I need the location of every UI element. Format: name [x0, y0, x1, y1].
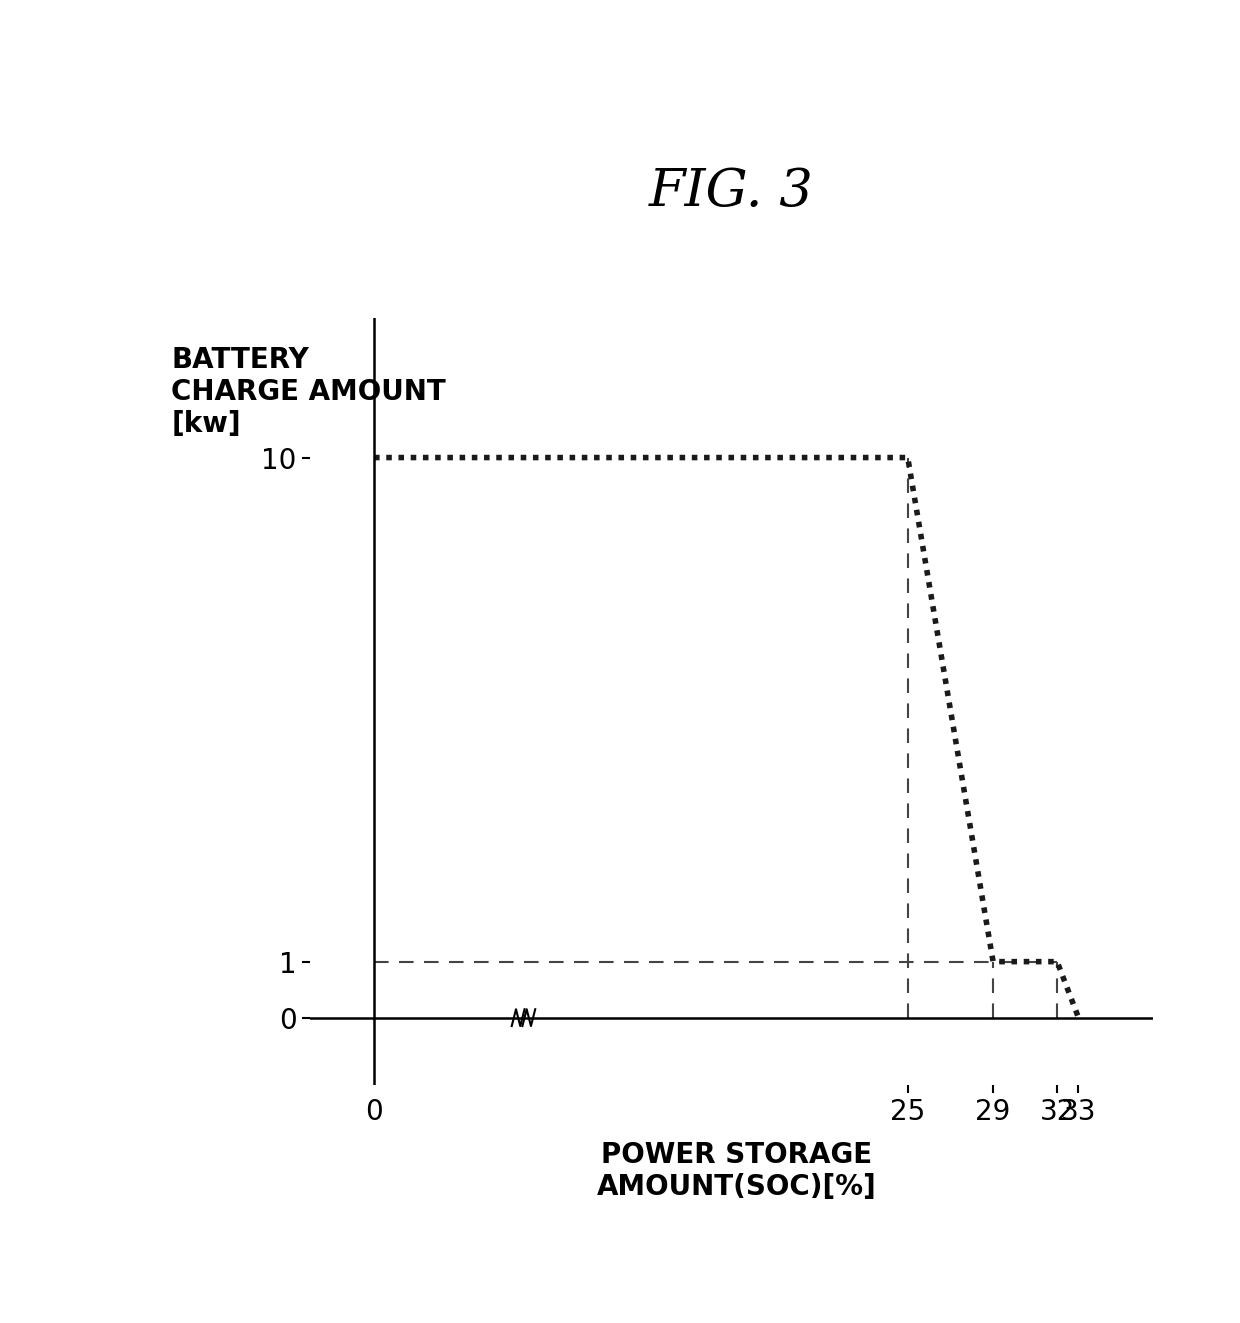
Title: FIG. 3: FIG. 3: [650, 167, 813, 217]
Text: BATTERY
CHARGE AMOUNT
[kw]: BATTERY CHARGE AMOUNT [kw]: [171, 345, 446, 438]
Text: POWER STORAGE
AMOUNT(SOC)[%]: POWER STORAGE AMOUNT(SOC)[%]: [598, 1140, 877, 1201]
